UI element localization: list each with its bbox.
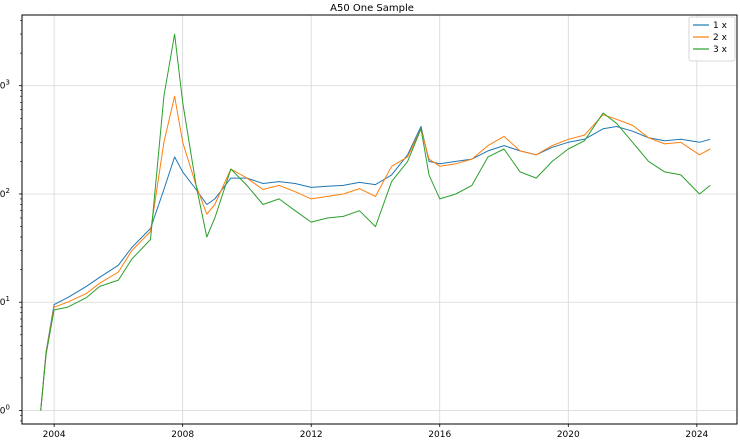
grid-lines: [22, 15, 737, 424]
x-axis: 2004 2008 2012 2016 2020 2024: [43, 424, 709, 440]
y-axis: 100 101 102 103: [0, 20, 22, 422]
legend-label: 2 x: [713, 33, 728, 43]
x-tick-label: 2004: [43, 430, 66, 440]
y-tick-label: 100: [0, 403, 10, 416]
chart-title: A50 One Sample: [330, 3, 414, 14]
series-line-2: [40, 95, 711, 411]
x-tick-label: 2024: [685, 430, 708, 440]
legend-label: 1 x: [713, 21, 728, 31]
legend-label: 3 x: [713, 45, 728, 55]
plot-frame: [21, 14, 738, 425]
legend: 1 x 2 x 3 x: [688, 16, 736, 62]
y-tick-label: 103: [0, 79, 10, 92]
y-tick-label: 101: [0, 295, 10, 308]
x-tick-label: 2016: [428, 430, 451, 440]
x-tick-label: 2012: [300, 430, 323, 440]
series-line-3: [40, 33, 711, 411]
x-tick-label: 2020: [557, 430, 580, 440]
series-line-1: [40, 126, 711, 411]
legend-box: [688, 16, 736, 62]
x-tick-label: 2008: [171, 430, 194, 440]
series-layer: [40, 33, 711, 411]
y-tick-label: 102: [0, 187, 10, 200]
